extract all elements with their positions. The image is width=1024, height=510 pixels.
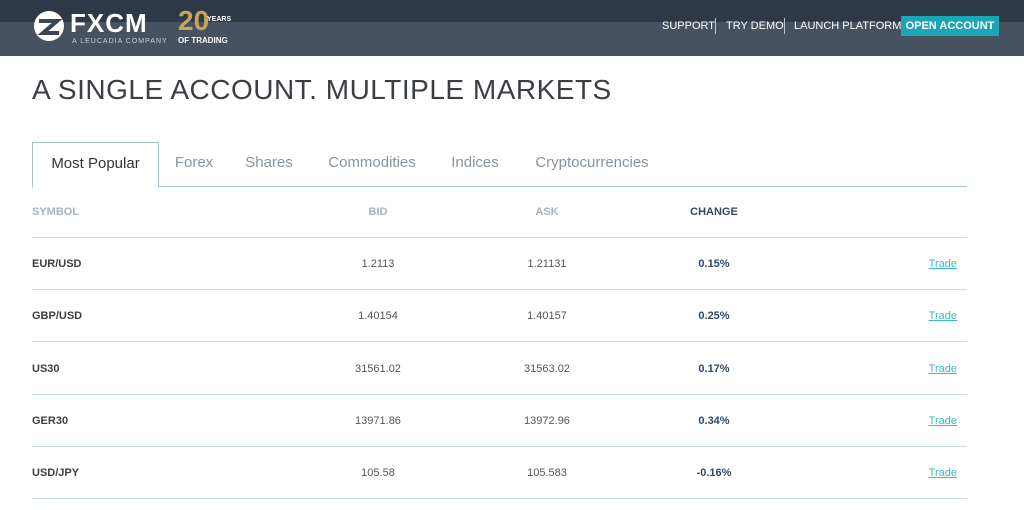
change: 0.17% [698, 362, 730, 375]
ask: 105.583 [527, 467, 567, 480]
bid: 105.58 [361, 467, 395, 480]
row-separator [32, 237, 967, 238]
ask: 1.21131 [527, 258, 567, 270]
bid: 1.40154 [358, 310, 398, 323]
nav-separator [784, 18, 785, 34]
column-header: SYMBOL [32, 206, 80, 218]
page-title: A SINGLE ACCOUNT. MULTIPLE MARKETS [32, 74, 612, 105]
column-header: ASK [535, 206, 559, 218]
nav-link[interactable]: TRY DEMO [726, 20, 784, 32]
symbol: GBP/USD [32, 310, 83, 323]
logo-icon [34, 11, 64, 41]
ask: 1.40157 [527, 310, 567, 323]
logo-subtitle: A LEUCADIA COMPANY [72, 38, 168, 45]
nav-link[interactable]: SUPPORT [662, 20, 715, 32]
bid: 31561.02 [355, 362, 401, 375]
change: 0.25% [698, 310, 730, 323]
symbol: GER30 [32, 414, 69, 427]
bid: 1.2113 [361, 258, 395, 270]
column-header: CHANGE [690, 206, 738, 218]
trade-link[interactable]: Trade [928, 362, 957, 375]
nav-link[interactable]: LAUNCH PLATFORM [794, 20, 902, 32]
row-separator [32, 341, 967, 343]
trade-link[interactable]: Trade [928, 414, 957, 427]
change: 0.15% [698, 258, 730, 270]
badge-number: 20 [178, 5, 210, 36]
row-separator [32, 393, 967, 395]
tab[interactable]: Indices [451, 154, 499, 171]
tab[interactable]: Cryptocurrencies [535, 154, 649, 171]
ask: 13972.96 [524, 414, 570, 427]
tab-underline [32, 186, 967, 187]
symbol: EUR/USD [32, 258, 82, 270]
tab[interactable]: Forex [174, 154, 214, 171]
row-separator [32, 498, 967, 500]
row-separator [32, 289, 967, 290]
open-account-button[interactable]: OPEN ACCOUNT [901, 16, 999, 36]
header [0, 0, 1024, 56]
badge-top: YEARS [207, 16, 232, 23]
column-header: BID [368, 206, 388, 218]
change: -0.16% [696, 467, 732, 480]
symbol: USD/JPY [32, 467, 80, 480]
tab[interactable]: Most Popular [32, 142, 159, 188]
change: 0.34% [698, 414, 730, 427]
row-separator [32, 445, 967, 447]
nav-separator [715, 18, 716, 34]
logo[interactable]: FXCM [70, 8, 148, 38]
tab[interactable]: Commodities [328, 154, 416, 171]
ask: 31563.02 [524, 362, 570, 375]
trade-link[interactable]: Trade [928, 258, 957, 270]
tab[interactable]: Shares [245, 154, 293, 171]
bid: 13971.86 [355, 414, 401, 427]
trade-link[interactable]: Trade [928, 467, 957, 480]
symbol: US30 [32, 362, 60, 375]
badge-bottom: OF TRADING [178, 36, 228, 45]
trade-link[interactable]: Trade [928, 310, 957, 323]
